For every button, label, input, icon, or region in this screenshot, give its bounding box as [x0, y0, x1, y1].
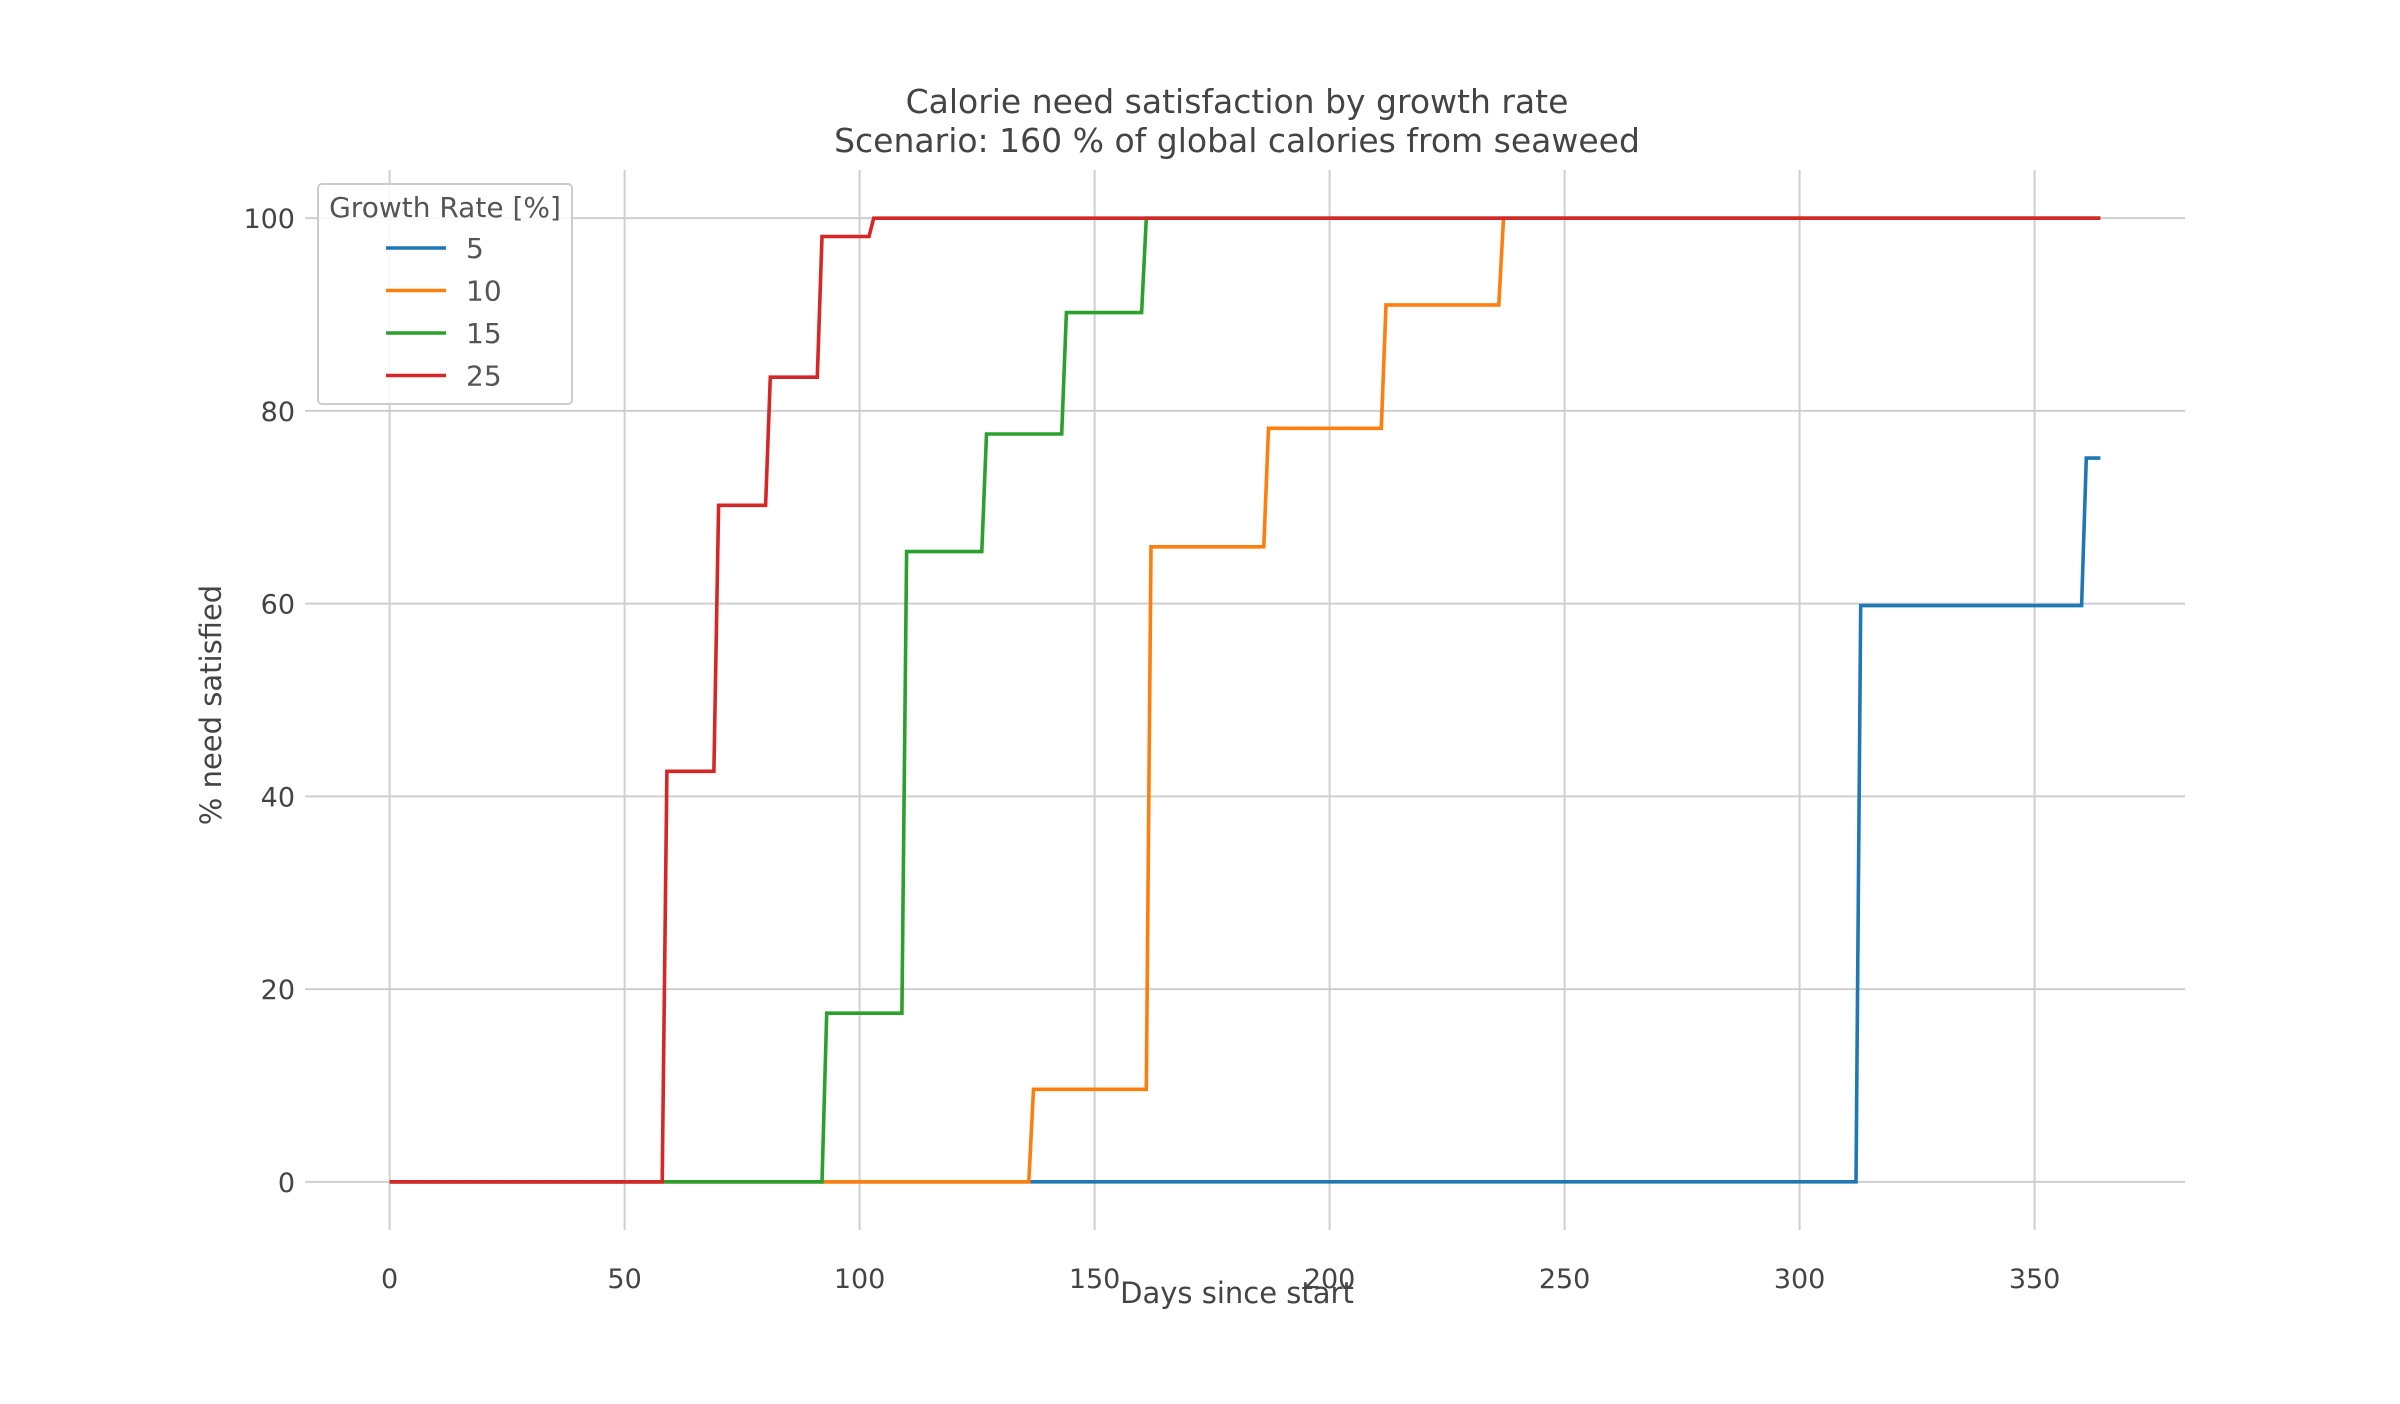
- series-line-5: [389, 456, 2101, 1184]
- x-tick-label: 350: [2009, 1264, 2061, 1295]
- y-axis-label: % need satisfied: [194, 585, 228, 825]
- series-layer: [389, 216, 2101, 1184]
- legend-frame: [317, 183, 573, 405]
- legend-items: 5 10 15 25: [386, 232, 502, 393]
- y-tick-label: 40: [261, 782, 295, 813]
- legend-label-5: 5: [466, 232, 484, 265]
- legend: Growth Rate [%] 5 10 15 25: [317, 183, 573, 405]
- y-tick-label: 80: [261, 397, 295, 428]
- y-tick-label: 0: [278, 1168, 295, 1199]
- legend-label-15: 15: [466, 317, 502, 350]
- x-tick-labels: 0 50 100 150 200 250 300 350: [381, 1264, 2060, 1295]
- y-tick-label: 60: [261, 590, 295, 621]
- chart-subtitle: Scenario: 160 % of global calories from …: [834, 121, 1640, 160]
- x-tick-label: 300: [1774, 1264, 1826, 1295]
- x-tick-label: 150: [1069, 1264, 1121, 1295]
- y-tick-labels: 0 20 40 60 80 100: [243, 204, 295, 1199]
- grid-layer: [305, 170, 2185, 1230]
- series-line-10: [389, 216, 2101, 1184]
- y-tick-label: 100: [243, 204, 295, 235]
- series-line-25: [389, 216, 2101, 1184]
- x-tick-label: 200: [1304, 1264, 1356, 1295]
- x-axis-label: Days since start: [1120, 1276, 1354, 1310]
- chart-title: Calorie need satisfaction by growth rate: [906, 82, 1569, 121]
- legend-label-25: 25: [466, 360, 502, 393]
- x-tick-label: 100: [834, 1264, 886, 1295]
- y-tick-label: 20: [261, 975, 295, 1006]
- x-tick-label: 0: [381, 1264, 398, 1295]
- series-line-15: [389, 216, 2101, 1184]
- legend-title: Growth Rate [%]: [329, 191, 561, 224]
- legend-label-10: 10: [466, 275, 502, 308]
- x-tick-label: 250: [1539, 1264, 1591, 1295]
- x-tick-label: 50: [607, 1264, 641, 1295]
